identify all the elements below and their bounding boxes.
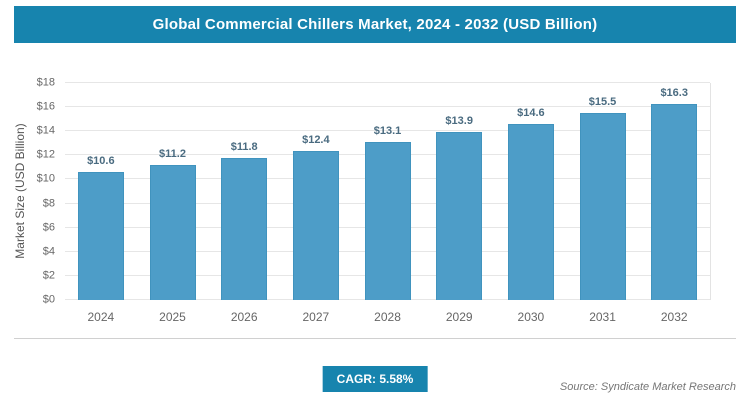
bar[interactable] [436,132,483,300]
x-tick-label: 2029 [445,310,473,324]
bar[interactable] [507,124,554,300]
y-tick-label: $0 [42,293,55,306]
y-tick-label: $8 [42,197,55,210]
y-tick-label: $14 [36,124,55,137]
y-tick-label: $4 [42,245,55,258]
bar-group: $15.5 [567,83,639,300]
bar-group: $13.1 [352,83,424,300]
x-tick-label: 2024 [87,310,115,324]
x-tick-label: 2032 [660,310,688,324]
bar[interactable] [77,172,124,300]
bar-group: $14.6 [495,83,567,300]
x-tick-label: 2031 [589,310,616,324]
bar-value-label: $12.4 [302,133,330,146]
bar-value-label: $16.3 [660,86,688,99]
y-tick-label: $2 [42,269,55,282]
bar[interactable] [149,164,196,300]
y-tick-label: $6 [42,221,55,234]
x-tick-label: 2027 [302,310,330,324]
bar-value-label: $10.6 [87,155,115,168]
cagr-badge: CAGR: 5.58% [322,366,428,392]
page-title: Global Commercial Chillers Market, 2024 … [152,16,598,33]
bar-group: $13.9 [423,83,495,300]
gridline [65,106,710,108]
bar-value-label: $14.6 [517,107,545,119]
bar-value-label: $13.1 [373,125,402,138]
x-tick-label: 2028 [374,310,401,324]
chart-title-bar: Global Commercial Chillers Market, 2024 … [14,6,736,43]
y-tick-label: $10 [36,172,55,185]
gridline [65,130,710,132]
y-tick-label: $12 [36,148,55,161]
x-tick-label: 2026 [230,310,258,324]
bar[interactable] [579,113,626,300]
bars: $10.6 $11.2 $11.8 $12.4 $13.1 $13.9 $14.6 $15.5… [65,83,710,300]
x-axis-line [14,338,736,339]
bar-value-label: $15.5 [588,96,617,109]
x-tick-label: 2030 [517,310,545,324]
x-tick-label: 2025 [159,310,186,324]
bar[interactable] [221,157,268,300]
y-tick-label: $18 [36,76,55,89]
bar[interactable] [651,103,698,300]
plot-area: $0 $2 $4 $6 $8 $10 $12 $14 $16 $18 $10.6 $11.2 $11.… [37,77,711,305]
x-axis-labels: 2024 2025 2026 2027 2028 2029 2030 2031 2032 [65,310,710,324]
y-axis-title: Market Size (USD Billion) [13,123,27,259]
bar-value-label: $13.9 [445,115,473,128]
source-credit: Source: Syndicate Market Research [559,381,736,393]
y-tick-label: $16 [36,100,55,113]
bar-group: $11.8 [208,83,280,300]
bar-group: $11.2 [137,83,209,300]
bar-group: $10.6 [65,83,137,300]
bar-value-label: $11.8 [230,140,258,153]
bar[interactable] [364,142,411,300]
bar-value-label: $11.2 [159,147,186,160]
bar[interactable] [292,150,339,300]
bar-group: $16.3 [638,83,710,300]
bar-group: $12.4 [280,83,352,300]
gridline [65,82,710,83]
